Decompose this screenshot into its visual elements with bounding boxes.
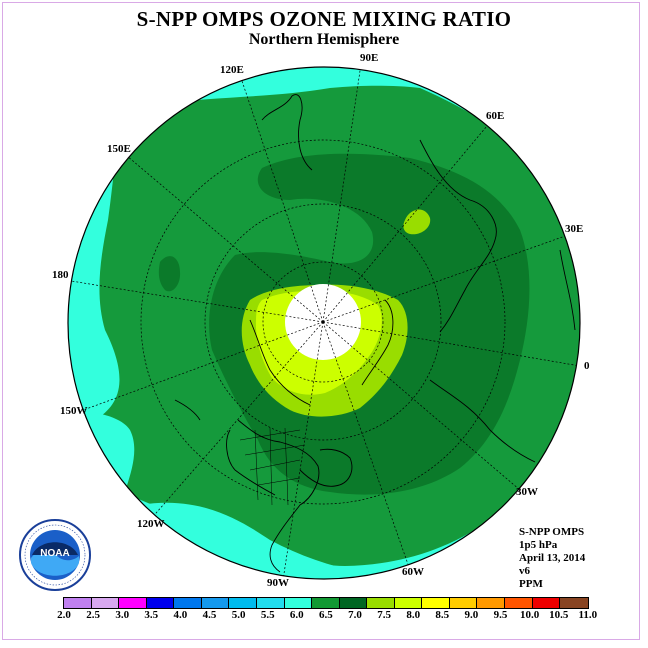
colorbar-tick-label: 2.5 (86, 609, 100, 621)
colorbar-tick-label: 9.0 (464, 609, 479, 621)
coastlines (174, 94, 576, 573)
colorbar-swatch (64, 598, 92, 608)
colorbar-tick-label: 8.0 (406, 609, 421, 621)
lon-label-150e: 150E (107, 143, 131, 155)
info-instrument: S-NPP OMPS (519, 526, 585, 538)
colorbar-tick-label: 8.5 (435, 609, 450, 621)
lon-label-150w: 150W (60, 405, 88, 417)
colorbar-tick-label: 5.0 (231, 609, 246, 621)
lon-label-60e: 60E (486, 110, 505, 122)
colorbar-tick-label: 10.5 (549, 609, 569, 621)
colorbar-tick-label: 10.0 (519, 609, 540, 621)
colorbar-swatch (256, 598, 285, 608)
page-frame (2, 2, 640, 640)
colorbar-swatch (201, 598, 230, 608)
colorbar-tick-label: 11.0 (578, 609, 598, 621)
colorbar-swatch (91, 598, 120, 608)
colorbar-tick-label: 7.0 (348, 609, 362, 621)
info-block: S-NPP OMPS 1p5 hPa April 13, 2014 v6 PPM (519, 526, 585, 591)
colorbar-tick-label: 4.5 (202, 609, 217, 621)
colorbar-swatch (532, 598, 561, 608)
noaa-logo-text: NOAA (40, 548, 69, 559)
graticule (68, 67, 580, 579)
colorbar-swatch (119, 598, 147, 608)
map-subtitle: Northern Hemisphere (248, 31, 400, 48)
colorbar-tick-label: 4.0 (173, 609, 188, 621)
colorbar-tick-label: 7.5 (377, 609, 391, 621)
lon-label-90e: 90E (360, 52, 379, 64)
colorbar-swatch (174, 598, 202, 608)
colorbar-swatch (284, 598, 313, 608)
lon-label-180: 180 (52, 269, 69, 281)
colorbar-swatch (422, 598, 450, 608)
map-boundary (67, 66, 581, 580)
colorbar-tick-label: 3.5 (144, 609, 159, 621)
lon-label-60w: 60W (402, 566, 424, 578)
lon-label-0: 0 (584, 360, 590, 372)
colorbar-swatch (229, 598, 257, 608)
lon-label-120e: 120E (220, 64, 244, 76)
lon-label-30w: 30W (516, 486, 538, 498)
lon-label-120w: 120W (137, 518, 165, 530)
colorbar-tick-label: 2.0 (57, 609, 71, 621)
political-boundaries (239, 427, 306, 506)
colorbar-ticks: 2.0 2.5 3.0 3.5 4.0 4.5 5.0 5.5 6.0 6.5 7.0 7.5 8.0 8… (0, 609, 648, 623)
colorbar-tick-label: 6.0 (289, 609, 304, 621)
colorbar-swatch (312, 598, 340, 608)
colorbar-swatch (505, 598, 533, 608)
map-title: S-NPP OMPS OZONE MIXING RATIO (136, 7, 512, 31)
info-level: 1p5 hPa (519, 539, 558, 551)
colorbar-swatch (477, 598, 505, 608)
small-high-blob (403, 209, 431, 235)
colorbar-tick-label: 3.0 (115, 609, 130, 621)
colorbar-tick-label: 6.5 (319, 609, 333, 621)
info-units: PPM (519, 578, 543, 590)
lon-label-30e: 30E (565, 223, 584, 235)
colorbar-swatch (560, 598, 588, 608)
colorbar-swatch (367, 598, 395, 608)
left-core-blob (158, 256, 181, 292)
colorbar-swatch (339, 598, 368, 608)
info-date: April 13, 2014 (519, 552, 586, 564)
colorbar-tick-label: 5.5 (260, 609, 275, 621)
colorbar-tick-label: 9.5 (493, 609, 508, 621)
colorbar (63, 597, 589, 609)
lon-label-90w: 90W (267, 577, 289, 589)
colorbar-swatch (449, 598, 478, 608)
colorbar-swatch (394, 598, 423, 608)
colorbar-swatch (146, 598, 175, 608)
info-version: v6 (519, 565, 530, 577)
noaa-logo: NOAA (19, 519, 91, 591)
